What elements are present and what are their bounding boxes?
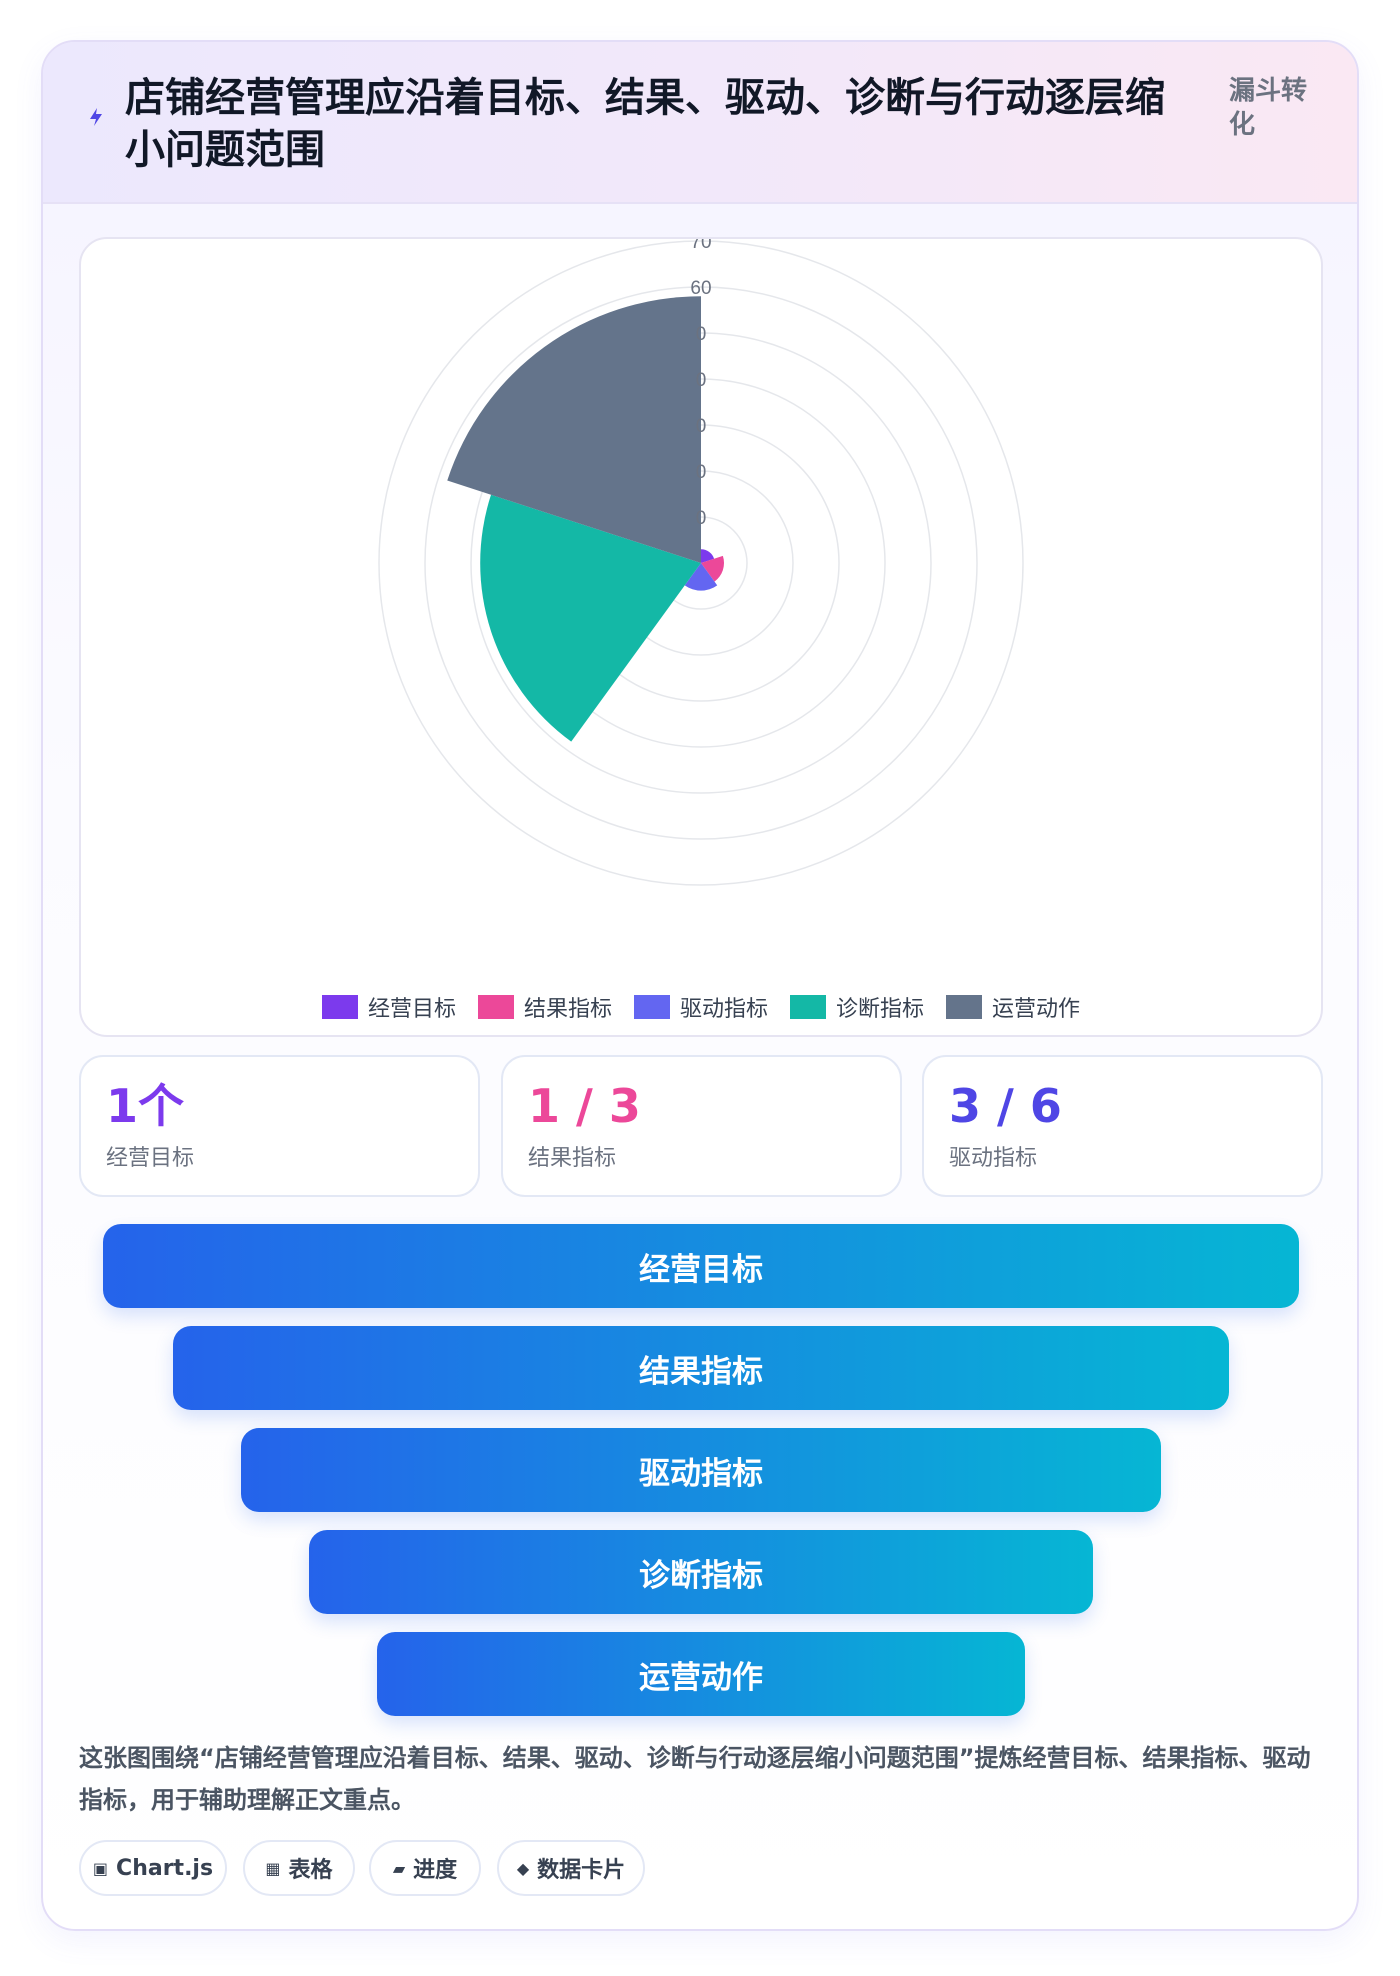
card-header: 店铺经营管理应沿着目标、结果、驱动、诊断与行动逐层缩小问题范围 漏斗转化 bbox=[43, 42, 1357, 204]
polar-sector-4[interactable] bbox=[480, 494, 701, 742]
radial-tick-label: 0 bbox=[696, 508, 707, 529]
radial-tick-label: 0 bbox=[696, 370, 707, 391]
stat-label: 结果指标 bbox=[528, 1146, 617, 1171]
pill-progress[interactable]: ▰ 进度 bbox=[369, 1840, 481, 1896]
funnel-level-5: 运营动作 bbox=[377, 1632, 1025, 1716]
legend-label: 经营目标 bbox=[367, 997, 456, 1022]
chart-icon: ▣ bbox=[92, 1858, 109, 1878]
radial-tick-label: 0 bbox=[696, 416, 707, 437]
stat-value: 1个 bbox=[106, 1079, 185, 1133]
legend-item[interactable]: 运营动作 bbox=[946, 991, 1080, 1023]
legend-swatch bbox=[790, 995, 826, 1019]
polar-sector-2[interactable] bbox=[701, 555, 724, 582]
funnel-level-4: 诊断指标 bbox=[309, 1530, 1093, 1614]
funnel-level-1: 经营目标 bbox=[103, 1224, 1299, 1308]
pill-label: 进度 bbox=[413, 1858, 458, 1883]
pill-data-card[interactable]: ◆ 数据卡片 bbox=[497, 1840, 645, 1896]
progress-icon: ▰ bbox=[392, 1858, 406, 1878]
pill-label: Chart.js bbox=[116, 1855, 214, 1881]
page-title: 店铺经营管理应沿着目标、结果、驱动、诊断与行动逐层缩小问题范围 bbox=[125, 75, 1165, 173]
stat-value: 1 / 3 bbox=[528, 1079, 641, 1133]
stat-card-goal: 1个 经营目标 bbox=[79, 1055, 480, 1197]
radial-tick-label: 0 bbox=[696, 324, 707, 345]
grid-ring bbox=[424, 286, 978, 840]
chart-panel: 0 0 0 0 0 60 70 经营目标 结果指标 驱动指标 诊断指标 运营动作 bbox=[79, 237, 1323, 1037]
legend-swatch bbox=[477, 995, 514, 1019]
legend-item[interactable]: 经营目标 bbox=[321, 991, 456, 1023]
table-icon: ▦ bbox=[265, 1858, 281, 1878]
grid-ring bbox=[378, 240, 1024, 886]
stat-card-result: 1 / 3 结果指标 bbox=[501, 1055, 902, 1197]
legend-label: 诊断指标 bbox=[836, 997, 925, 1022]
chart-description: 这张图围绕“店铺经营管理应沿着目标、结果、驱动、诊断与行动逐层缩小问题范围”提炼… bbox=[79, 1744, 1311, 1814]
polar-sector-1[interactable] bbox=[701, 549, 715, 563]
legend-item[interactable]: 诊断指标 bbox=[790, 991, 924, 1023]
chart-legend: 经营目标 结果指标 驱动指标 诊断指标 运营动作 bbox=[81, 991, 1321, 1023]
pill-table[interactable]: ▦ 表格 bbox=[243, 1840, 355, 1896]
radial-tick-label: 0 bbox=[696, 462, 707, 483]
stat-card-driver: 3 / 6 驱动指标 bbox=[922, 1055, 1323, 1197]
legend-label: 驱动指标 bbox=[679, 997, 768, 1022]
polar-sector-5[interactable] bbox=[447, 296, 701, 563]
funnel-level-2: 结果指标 bbox=[173, 1326, 1229, 1410]
polar-sector-3[interactable] bbox=[684, 563, 718, 591]
pill-label: 数据卡片 bbox=[537, 1858, 626, 1883]
legend-label: 结果指标 bbox=[523, 997, 612, 1022]
funnel-level-3: 驱动指标 bbox=[241, 1428, 1161, 1512]
stat-value: 3 / 6 bbox=[949, 1079, 1062, 1133]
legend-swatch bbox=[321, 995, 358, 1019]
stat-label: 经营目标 bbox=[106, 1146, 195, 1171]
bolt-icon bbox=[90, 108, 102, 126]
legend-swatch bbox=[946, 995, 983, 1019]
legend-item[interactable]: 结果指标 bbox=[477, 991, 612, 1023]
pill-label: 表格 bbox=[288, 1858, 333, 1883]
legend-item[interactable]: 驱动指标 bbox=[633, 991, 768, 1023]
diamond-icon: ◆ bbox=[516, 1858, 530, 1878]
legend-label: 运营动作 bbox=[992, 997, 1081, 1022]
chart-type-tag: 漏斗转化 bbox=[1229, 76, 1308, 140]
pill-chartjs[interactable]: ▣ Chart.js bbox=[79, 1840, 227, 1896]
legend-swatch bbox=[633, 995, 670, 1019]
polar-area-chart: 0 0 0 0 0 60 70 bbox=[378, 239, 1024, 886]
radial-tick-label: 60 bbox=[690, 278, 711, 299]
stat-label: 驱动指标 bbox=[949, 1146, 1038, 1171]
radial-tick-label: 70 bbox=[690, 239, 711, 253]
